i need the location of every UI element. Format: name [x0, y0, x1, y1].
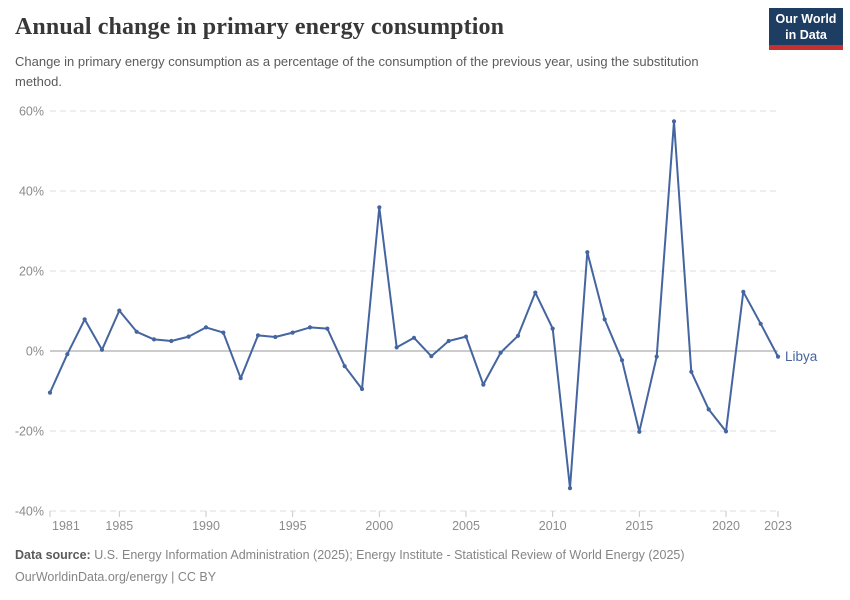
y-axis-label--40: -40% [15, 505, 44, 519]
data-point-1981[interactable] [47, 390, 53, 395]
data-point-2014[interactable] [619, 358, 625, 363]
data-point-2023[interactable] [775, 354, 781, 359]
data-point-1983[interactable] [82, 317, 87, 322]
x-axis-label-2015: 2015 [625, 519, 653, 533]
data-point-2020[interactable] [723, 429, 729, 434]
data-point-2004[interactable] [446, 338, 451, 344]
owid-energy-link[interactable]: OurWorldinData.org/energy [15, 570, 168, 584]
data-point-2011[interactable] [567, 486, 573, 491]
data-point-2022[interactable] [758, 321, 763, 326]
owid-logo-line2: in Data [785, 28, 827, 42]
chart-subtitle: Change in primary energy consumption as … [15, 54, 699, 89]
x-axis-label-2000: 2000 [365, 519, 393, 533]
data-point-1989[interactable] [186, 334, 191, 339]
data-source-text: U.S. Energy Information Administration (… [90, 548, 685, 562]
y-axis-label-60: 60% [19, 105, 44, 119]
series-line-libya [49, 120, 779, 490]
x-axis-label-1985: 1985 [105, 519, 133, 533]
series-end-label[interactable]: Libya [785, 349, 818, 364]
owid-logo-line1: Our World [775, 12, 837, 26]
data-point-1999[interactable] [359, 386, 365, 392]
data-point-2010[interactable] [550, 326, 555, 331]
data-point-2002[interactable] [411, 335, 417, 340]
page-title: Annual change in primary energy consumpt… [15, 14, 505, 40]
data-point-1993[interactable] [255, 333, 261, 338]
data-point-1986[interactable] [134, 329, 139, 334]
data-point-1997[interactable] [325, 326, 330, 331]
data-point-1994[interactable] [273, 334, 278, 340]
data-point-2000[interactable] [377, 205, 382, 210]
data-point-1996[interactable] [307, 325, 313, 330]
data-point-2017[interactable] [671, 119, 677, 124]
data-point-2003[interactable] [429, 354, 434, 359]
data-point-1991[interactable] [221, 330, 226, 335]
data-point-1998[interactable] [342, 364, 347, 369]
data-point-2001[interactable] [394, 345, 399, 350]
data-point-2016[interactable] [654, 354, 659, 359]
data-point-2015[interactable] [637, 429, 642, 434]
data-point-2009[interactable] [533, 290, 538, 295]
data-point-1987[interactable] [151, 337, 157, 342]
y-axis-label-40: 40% [19, 185, 44, 199]
data-point-1992[interactable] [238, 376, 243, 381]
license-line: OurWorldinData.org/energy | CC BY [15, 566, 685, 588]
y-axis-label-20: 20% [19, 265, 44, 279]
data-point-2013[interactable] [602, 317, 607, 322]
chart-footer: Data source: U.S. Energy Information Adm… [15, 544, 685, 588]
data-source-line: Data source: U.S. Energy Information Adm… [15, 544, 685, 566]
license-label[interactable]: CC BY [177, 570, 217, 584]
y-axis-label--20: -20% [15, 425, 44, 439]
x-axis-label-2005: 2005 [452, 519, 480, 533]
data-point-2006[interactable] [481, 382, 486, 387]
data-point-2018[interactable] [689, 369, 694, 374]
x-axis-label-2023: 2023 [764, 519, 792, 533]
data-point-2012[interactable] [585, 250, 590, 255]
data-point-2019[interactable] [706, 407, 711, 412]
x-axis-label-1995: 1995 [279, 519, 307, 533]
data-point-2008[interactable] [515, 333, 521, 338]
x-axis-label-2020: 2020 [712, 519, 740, 533]
data-point-2021[interactable] [741, 289, 746, 294]
data-point-1990[interactable] [203, 325, 209, 330]
data-point-1995[interactable] [290, 330, 295, 335]
owid-logo[interactable]: Our World in Data [769, 8, 843, 50]
data-point-2005[interactable] [463, 334, 469, 339]
x-axis-label-1990: 1990 [192, 519, 220, 533]
data-source-label: Data source: [15, 548, 91, 562]
y-axis-label-0: 0% [26, 345, 44, 359]
data-point-2007[interactable] [498, 350, 503, 355]
data-point-1982[interactable] [65, 352, 70, 357]
x-axis-label-1981: 1981 [52, 519, 80, 533]
separator: | [167, 570, 178, 584]
x-axis-label-2010: 2010 [539, 519, 567, 533]
data-point-1988[interactable] [169, 338, 174, 344]
data-point-1984[interactable] [99, 347, 105, 352]
data-point-1985[interactable] [117, 308, 122, 313]
